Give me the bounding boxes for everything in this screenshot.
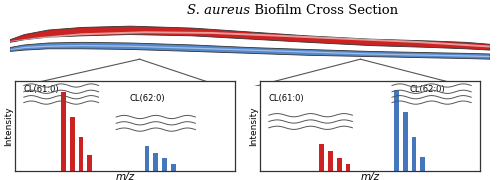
Polygon shape [10, 42, 490, 59]
Polygon shape [10, 31, 490, 48]
Bar [88, 155, 92, 171]
Bar [403, 112, 407, 171]
Bar [420, 157, 425, 171]
Bar [144, 146, 150, 171]
Bar [171, 164, 176, 171]
Bar [346, 164, 350, 171]
Text: Biofilm Cross Section: Biofilm Cross Section [250, 4, 398, 17]
Polygon shape [10, 26, 490, 50]
Bar [78, 137, 84, 171]
Bar [70, 117, 74, 171]
Bar [328, 151, 333, 171]
Bar [337, 158, 342, 171]
Polygon shape [10, 45, 490, 57]
Bar [412, 137, 416, 171]
Y-axis label: Intensity: Intensity [250, 106, 258, 146]
X-axis label: m/z: m/z [116, 172, 134, 180]
Y-axis label: Intensity: Intensity [4, 106, 14, 146]
Bar [319, 144, 324, 171]
Bar [61, 92, 66, 171]
Text: CL(61:0): CL(61:0) [269, 94, 304, 103]
Text: CL(61:0): CL(61:0) [24, 85, 60, 94]
X-axis label: m/z: m/z [360, 172, 380, 180]
Text: CL(62:0): CL(62:0) [410, 85, 445, 94]
Bar [162, 158, 167, 171]
Text: S. aureus: S. aureus [187, 4, 250, 17]
Bar [394, 90, 399, 171]
Bar [154, 153, 158, 171]
Text: CL(62:0): CL(62:0) [130, 94, 165, 103]
